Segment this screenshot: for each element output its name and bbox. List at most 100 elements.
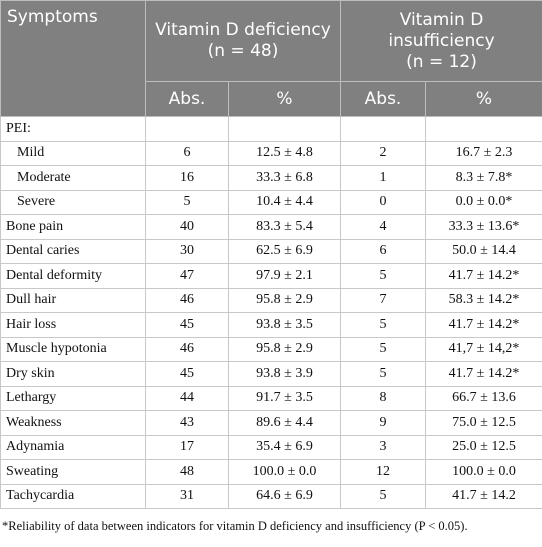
- cell: 89.6 ± 4.4: [228, 410, 341, 436]
- cell: 58.3 ± 14.2*: [424, 287, 542, 313]
- cell: 5: [145, 189, 229, 215]
- cell: 2: [340, 140, 426, 166]
- cell: 41.7 ± 14.2*: [424, 361, 542, 387]
- row-label: Adynamia: [0, 434, 146, 460]
- cell: 0.0 ± 0.0*: [424, 189, 542, 215]
- empty-cell: [424, 116, 542, 142]
- row: Muscle hypotonia 46 95.8 ± 2.9 5 41,7 ± 14,2…: [0, 336, 542, 362]
- row: Dull hair 46 95.8 ± 2.9 7 58.3 ± 14.2*: [0, 287, 542, 313]
- row-label: Dull hair: [0, 287, 146, 313]
- sub-header: %: [424, 81, 542, 117]
- cell: 12.5 ± 4.8: [228, 140, 341, 166]
- sub-header: %: [228, 81, 341, 117]
- cell: 93.8 ± 3.5: [228, 312, 341, 338]
- cell: 7: [340, 287, 426, 313]
- cell: 100.0 ± 0.0: [424, 459, 542, 485]
- row: Dry skin 45 93.8 ± 3.9 5 41.7 ± 14.2*: [0, 361, 542, 387]
- row: Adynamia 17 35.4 ± 6.9 3 25.0 ± 12.5: [0, 434, 542, 460]
- cell: 5: [340, 361, 426, 387]
- header-row: Abs.% Abs.%: [1, 81, 542, 117]
- cell: 83.3 ± 5.4: [228, 214, 341, 240]
- cell: 4: [340, 214, 426, 240]
- section-label: PEI:: [0, 116, 146, 142]
- cell: 50.0 ± 14.4: [424, 238, 542, 264]
- sub-header: Abs.: [340, 81, 426, 117]
- group-title: Vitamin D deficiency: [155, 20, 331, 40]
- cell: 47: [145, 263, 229, 289]
- cell: 16: [145, 165, 229, 191]
- cell: 8.3 ± 7.8*: [424, 165, 542, 191]
- row-label: Severe: [0, 189, 146, 215]
- cell: 45: [145, 361, 229, 387]
- footnote: *Reliability of data between indicators …: [2, 519, 468, 533]
- cell: 64.6 ± 6.9: [228, 483, 341, 509]
- cell: 91.7 ± 3.5: [228, 385, 341, 411]
- cell: 35.4 ± 6.9: [228, 434, 341, 460]
- row: Dental caries 30 62.5 ± 6.9 6 50.0 ± 14.4: [0, 238, 542, 264]
- row-label: Muscle hypotonia: [0, 336, 146, 362]
- row-label: Weakness: [0, 410, 146, 436]
- row: Lethargy 44 91.7 ± 3.5 8 66.7 ± 13.6: [0, 385, 542, 411]
- group-n: (n = 12): [406, 51, 477, 72]
- cell: 41,7 ± 14,2*: [424, 336, 542, 362]
- cell: 30: [145, 238, 229, 264]
- cell: 5: [340, 312, 426, 338]
- cell: 46: [145, 287, 229, 313]
- cell: 100.0 ± 0.0: [228, 459, 341, 485]
- cell: 17: [145, 434, 229, 460]
- row-label: Lethargy: [0, 385, 146, 411]
- cell: 5: [340, 336, 426, 362]
- cell: 93.8 ± 3.9: [228, 361, 341, 387]
- group-header: Vitamin D insufficiency (n = 12): [339, 0, 542, 82]
- cell: 45: [145, 312, 229, 338]
- header-row: Symptoms Vitamin D deficiency (n = 48) Vita…: [0, 0, 542, 117]
- cell: 5: [340, 483, 426, 509]
- row: Severe 5 10.4 ± 4.4 0 0.0 ± 0.0*: [0, 189, 542, 215]
- row-label: Tachycardia: [0, 483, 146, 509]
- section-row: PEI:: [0, 116, 542, 142]
- row-label: Dental caries: [0, 238, 146, 264]
- cell: 6: [340, 238, 426, 264]
- cell: 25.0 ± 12.5: [424, 434, 542, 460]
- cell: 8: [340, 385, 426, 411]
- cell: 41.7 ± 14.2: [424, 483, 542, 509]
- row: Dental deformity 47 97.9 ± 2.1 5 41.7 ± 14.2…: [0, 263, 542, 289]
- cell: 5: [340, 263, 426, 289]
- row-label: Bone pain: [0, 214, 146, 240]
- row-label: Sweating: [0, 459, 146, 485]
- row: Moderate 16 33.3 ± 6.8 1 8.3 ± 7.8*: [0, 165, 542, 191]
- cell: 41.7 ± 14.2*: [424, 263, 542, 289]
- empty-cell: [228, 116, 341, 142]
- cell: 12: [340, 459, 426, 485]
- cell: 46: [145, 336, 229, 362]
- cell: 66.7 ± 13.6: [424, 385, 542, 411]
- cell: 62.5 ± 6.9: [228, 238, 341, 264]
- header-cell: Symptoms: [0, 0, 146, 117]
- cell: 1: [340, 165, 426, 191]
- row: Sweating 48 100.0 ± 0.0 12 100.0 ± 0.0: [0, 459, 542, 485]
- cell: 10.4 ± 4.4: [228, 189, 341, 215]
- row-label: Hair loss: [0, 312, 146, 338]
- sub-header: Abs.: [145, 81, 229, 117]
- row-label: Moderate: [0, 165, 146, 191]
- cell: 95.8 ± 2.9: [228, 336, 341, 362]
- cell: 40: [145, 214, 229, 240]
- group-header: Vitamin D deficiency (n = 48): [145, 0, 341, 82]
- cell: 6: [145, 140, 229, 166]
- row-label: Dental deformity: [0, 263, 146, 289]
- cell: 48: [145, 459, 229, 485]
- group-n: (n = 48): [207, 41, 279, 61]
- row: Weakness 43 89.6 ± 4.4 9 75.0 ± 12.5: [0, 410, 542, 436]
- row: Tachycardia 31 64.6 ± 6.9 5 41.7 ± 14.2: [0, 483, 542, 509]
- cell: 75.0 ± 12.5: [424, 410, 542, 436]
- empty-cell: [340, 116, 426, 142]
- cell: 41.7 ± 14.2*: [424, 312, 542, 338]
- cell: 43: [145, 410, 229, 436]
- row: Mild 6 12.5 ± 4.8 2 16.7 ± 2.3: [0, 140, 542, 166]
- group-title: Vitamin D insufficiency: [388, 9, 495, 51]
- table: Symptoms Vitamin D deficiency (n = 48) Vita…: [0, 0, 542, 509]
- row-label: Dry skin: [0, 361, 146, 387]
- cell: 33.3 ± 6.8: [228, 165, 341, 191]
- cell: 9: [340, 410, 426, 436]
